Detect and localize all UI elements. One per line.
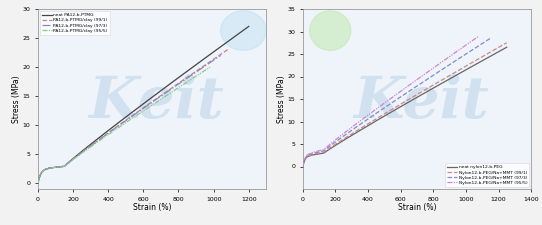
Ellipse shape [309,11,351,50]
X-axis label: Strain (%): Strain (%) [133,203,171,212]
Y-axis label: Stress (MPa): Stress (MPa) [12,75,21,123]
X-axis label: Strain (%): Strain (%) [398,203,436,212]
Text: Keit: Keit [354,74,489,131]
Text: Keit: Keit [89,74,224,131]
Legend: neat PA12-b-PTMG, PA12-b-PTMG/clay (99/1), PA12-b-PTMG/clay (97/3), PA12-b-PTMG/: neat PA12-b-PTMG, PA12-b-PTMG/clay (99/1… [40,11,109,35]
Legend: neat nylon12-b-PEG, Nylon12-b-PEG/Na+MMT (99/1), Nylon12-b-PEG/Na+MMT (97/3), Ny: neat nylon12-b-PEG, Nylon12-b-PEG/Na+MMT… [445,163,529,187]
Y-axis label: Stress (MPa): Stress (MPa) [277,75,286,123]
Ellipse shape [221,11,266,50]
